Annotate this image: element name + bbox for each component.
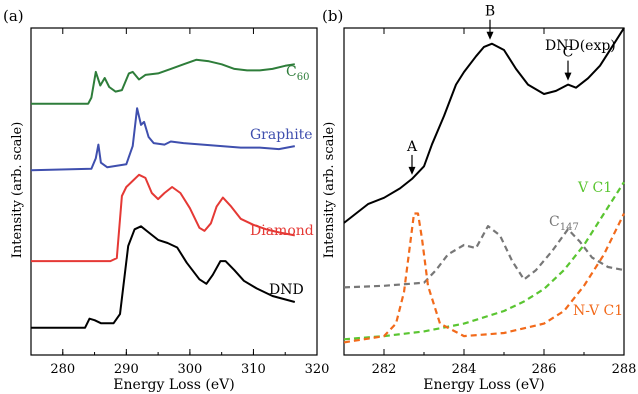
panel-a-xlabel: Energy Loss (eV) (113, 377, 234, 393)
series-line-0 (31, 58, 295, 105)
series-label-text: Graphite (250, 127, 313, 143)
series-label-2: C147 (549, 214, 579, 233)
series-label-text: DND(exp) (545, 38, 616, 54)
series-label-3: N-V C1 (573, 303, 623, 319)
series-line-2 (343, 225, 625, 289)
series-label-text: C (286, 64, 297, 80)
series-label-text: DND (269, 282, 304, 298)
panel-a-frame (30, 27, 318, 356)
series-label-1: Graphite (250, 127, 313, 143)
annotation-label-2: C (563, 45, 574, 61)
series-line-1 (30, 107, 295, 172)
panel-a-series-labels: C60 Graphite Diamond DND (250, 64, 314, 298)
panel-b-ticks: 282 284 286 288 (343, 28, 637, 377)
series-label-2: Diamond (250, 223, 314, 239)
series-label-0: DND(exp) (545, 38, 616, 54)
annotation-label-0: A (406, 139, 418, 155)
panel-b-annotations: A B C (406, 4, 573, 175)
annotation-arrowhead-1 (486, 31, 494, 40)
series-label-subscript: 147 (560, 222, 579, 233)
panel-a-ylabel: Intensity (arb. scale) (10, 122, 25, 259)
x-tick-label: 290 (114, 362, 139, 377)
x-tick-label: 280 (50, 362, 75, 377)
panel-b-series (343, 27, 625, 344)
annotation-arrowhead-0 (408, 166, 416, 175)
panel-b: (b) Intensity (arb. scale) Energy Loss (… (322, 4, 636, 393)
series-label-text: V C1 (577, 180, 612, 196)
series-line-2 (31, 173, 295, 263)
series-label-text: Diamond (250, 223, 314, 239)
x-tick-label: 284 (452, 362, 477, 377)
panel-b-frame (343, 27, 625, 356)
x-tick-label: 288 (612, 362, 637, 377)
series-label-text: N-V C1 (573, 303, 623, 319)
series-line-1 (343, 181, 625, 341)
x-tick-label: 282 (372, 362, 397, 377)
x-tick-label: 310 (241, 362, 266, 377)
annotation-arrowhead-2 (564, 72, 572, 81)
series-label-0: C60 (286, 64, 309, 83)
panel-a: (a) Intensity (arb. scale) Energy Loss (… (3, 7, 329, 393)
x-tick-label: 320 (305, 362, 330, 377)
x-tick-label: 286 (532, 362, 557, 377)
panel-b-label: (b) (322, 7, 343, 25)
panel-a-series (30, 58, 296, 329)
series-line-3 (31, 225, 296, 329)
panel-b-ylabel: Intensity (arb. scale) (322, 122, 337, 259)
panel-a-ticks: 280 290 300 310 320 (30, 28, 330, 377)
x-tick-label: 300 (177, 362, 202, 377)
panel-a-label: (a) (3, 7, 24, 25)
series-line-0 (343, 27, 625, 224)
series-label-3: DND (269, 282, 304, 298)
annotation-label-1: B (485, 4, 495, 20)
panel-b-xlabel: Energy Loss (eV) (423, 377, 544, 393)
series-label-subscript: 60 (297, 72, 310, 83)
series-label-1: V C1 (577, 180, 612, 196)
series-label-text: C (549, 214, 560, 230)
